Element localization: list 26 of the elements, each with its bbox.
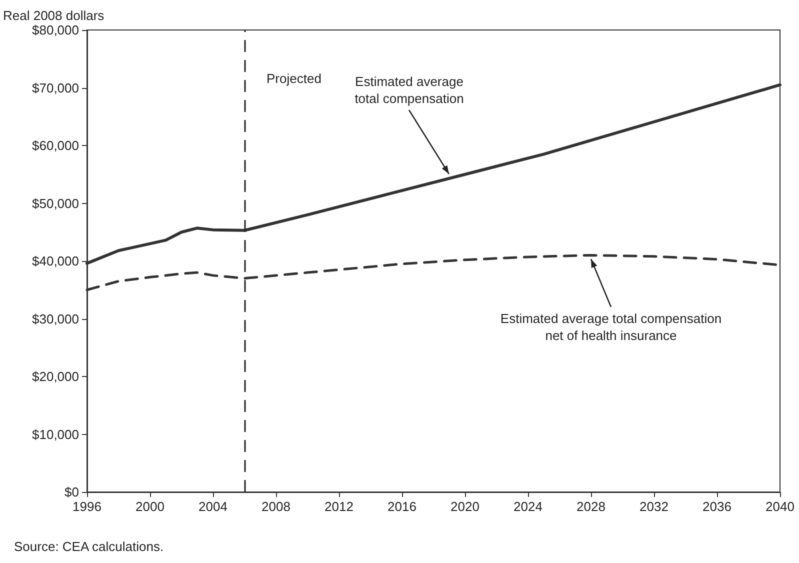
y-tick-label: $40,000 [32,254,79,268]
x-tick-label: 2032 [640,499,668,514]
y-tick-label: $30,000 [32,311,79,326]
x-tick-label: 2036 [702,499,732,514]
y-tick-label: $10,000 [32,426,79,442]
y-axis-title: Real 2008 dollars [3,8,105,23]
y-tick-label: $70,000 [32,80,79,96]
x-tick-label: 2008 [262,499,290,514]
annotation: Estimated average total compensation net of health insurance [499,310,723,344]
annotation: Estimated average total compensation [354,73,465,108]
y-tick-label: $0 [64,484,79,500]
x-tick-label: 2004 [198,499,228,514]
y-tick-label: $60,000 [32,138,79,153]
x-tick-label: 2024 [514,499,542,514]
y-tick-label: $20,000 [32,369,79,384]
x-tick-label: 1996 [72,499,102,514]
source-note: Source: CEA calculations. [14,538,164,555]
x-tick-label: 2016 [388,499,416,514]
x-tick-label: 2012 [324,499,354,514]
x-tick-label: 2020 [450,499,480,514]
y-tick-label: $50,000 [32,196,79,211]
x-tick-label: 2000 [136,499,164,514]
ref-line-label: Projected [266,70,322,87]
x-tick-label: 2040 [766,499,794,514]
y-tick-label: $80,000 [32,22,79,38]
x-tick-label: 2028 [576,499,606,514]
